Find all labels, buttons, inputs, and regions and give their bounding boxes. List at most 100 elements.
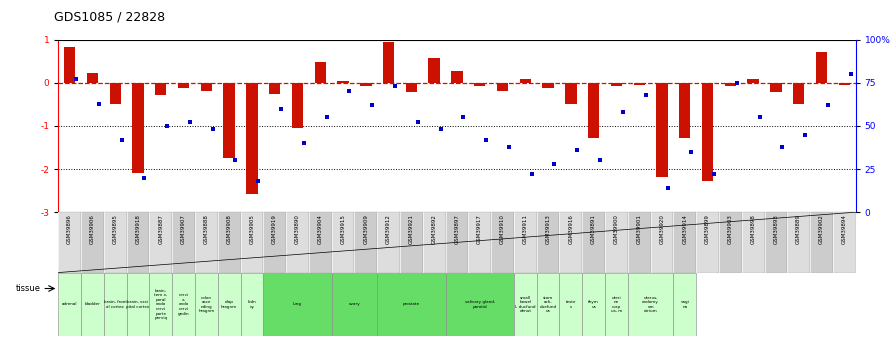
Text: GSM39907: GSM39907 <box>181 214 186 244</box>
Bar <box>150 212 172 273</box>
Text: kidn
ey: kidn ey <box>247 300 256 309</box>
Text: GSM39903: GSM39903 <box>728 214 733 244</box>
Text: GSM39901: GSM39901 <box>637 214 642 244</box>
Text: GSM39914: GSM39914 <box>682 214 687 244</box>
Bar <box>246 83 258 194</box>
Bar <box>588 83 599 138</box>
Bar <box>582 212 605 273</box>
Bar <box>109 83 121 104</box>
Bar <box>64 47 75 83</box>
Text: lung: lung <box>293 303 302 306</box>
Bar <box>474 83 486 86</box>
Text: small
bowel
I, ducfund
denut: small bowel I, ducfund denut <box>515 296 536 313</box>
Text: prostate: prostate <box>403 303 420 306</box>
Bar <box>286 212 309 273</box>
Bar <box>771 83 781 92</box>
Bar <box>633 83 645 85</box>
Text: GSM39921: GSM39921 <box>409 214 414 244</box>
Bar <box>428 58 440 83</box>
Bar <box>332 212 355 273</box>
Bar <box>469 212 491 273</box>
Bar <box>537 273 559 336</box>
Bar <box>400 212 423 273</box>
Bar <box>514 273 537 336</box>
Text: GSM39893: GSM39893 <box>773 214 779 244</box>
Text: GSM39895: GSM39895 <box>113 214 117 244</box>
Text: GSM39898: GSM39898 <box>751 214 755 244</box>
Bar <box>520 79 531 83</box>
Bar <box>360 83 372 86</box>
Text: GSM39909: GSM39909 <box>363 214 368 244</box>
Text: GSM39896: GSM39896 <box>67 214 73 244</box>
Text: GDS1085 / 22828: GDS1085 / 22828 <box>54 10 165 23</box>
Text: GSM39906: GSM39906 <box>90 214 95 244</box>
Bar <box>810 212 833 273</box>
Bar <box>87 73 98 83</box>
Bar <box>702 83 713 181</box>
Text: GSM39917: GSM39917 <box>478 214 482 244</box>
Bar <box>223 83 235 158</box>
Bar <box>815 52 827 83</box>
Bar <box>725 83 737 86</box>
Text: uteri
ne
corp
us, m: uteri ne corp us, m <box>611 296 622 313</box>
Bar <box>674 212 696 273</box>
Text: tissue: tissue <box>16 284 41 293</box>
Text: brain, occi
pital cortex: brain, occi pital cortex <box>126 300 150 309</box>
Bar <box>377 212 400 273</box>
Bar <box>104 273 126 336</box>
Bar <box>104 212 126 273</box>
Bar <box>747 79 759 83</box>
Bar <box>355 212 377 273</box>
Text: GSM39904: GSM39904 <box>318 214 323 244</box>
Bar <box>650 212 674 273</box>
Text: GSM39916: GSM39916 <box>568 214 573 244</box>
Text: bladder: bladder <box>84 303 100 306</box>
Bar <box>383 42 394 83</box>
Text: teste
s: teste s <box>565 300 576 309</box>
Bar <box>537 212 559 273</box>
Text: GSM39905: GSM39905 <box>249 214 254 244</box>
Bar <box>719 212 742 273</box>
Bar <box>559 273 582 336</box>
Bar <box>788 212 810 273</box>
Text: salivary gland,
parotid: salivary gland, parotid <box>465 300 495 309</box>
Bar <box>423 212 445 273</box>
Bar <box>452 71 462 83</box>
Bar <box>81 212 104 273</box>
Text: GSM39888: GSM39888 <box>203 214 209 244</box>
Text: vagi
na: vagi na <box>680 300 689 309</box>
Bar <box>263 273 332 336</box>
Text: GSM39913: GSM39913 <box>546 214 551 244</box>
Bar <box>628 273 674 336</box>
Text: uterus,
endomy
om
etrium: uterus, endomy om etrium <box>642 296 659 313</box>
Text: GSM39890: GSM39890 <box>295 214 300 244</box>
Bar <box>133 83 143 172</box>
Text: cervi
x,
endo
cervi
gndin: cervi x, endo cervi gndin <box>177 293 189 316</box>
Bar <box>605 212 628 273</box>
Bar <box>764 212 788 273</box>
Text: GSM39910: GSM39910 <box>500 214 505 244</box>
Bar <box>582 273 605 336</box>
Bar <box>565 83 577 104</box>
Bar <box>628 212 650 273</box>
Text: GSM39897: GSM39897 <box>454 214 460 244</box>
Bar <box>240 273 263 336</box>
Bar <box>377 273 445 336</box>
Bar <box>172 212 195 273</box>
Text: GSM39911: GSM39911 <box>522 214 528 244</box>
Bar <box>263 212 286 273</box>
Bar <box>309 212 332 273</box>
Bar <box>559 212 582 273</box>
Bar <box>679 83 691 138</box>
Text: GSM39908: GSM39908 <box>227 214 232 244</box>
Text: brain, front
al cortex: brain, front al cortex <box>104 300 126 309</box>
Bar <box>58 273 81 336</box>
Bar <box>201 83 212 90</box>
Bar <box>656 83 668 177</box>
Text: GSM39887: GSM39887 <box>159 214 163 244</box>
Text: GSM39919: GSM39919 <box>272 214 277 244</box>
Bar <box>491 212 514 273</box>
Bar <box>611 83 622 86</box>
Bar <box>496 83 508 90</box>
Text: diap
hragnm: diap hragnm <box>221 300 237 309</box>
